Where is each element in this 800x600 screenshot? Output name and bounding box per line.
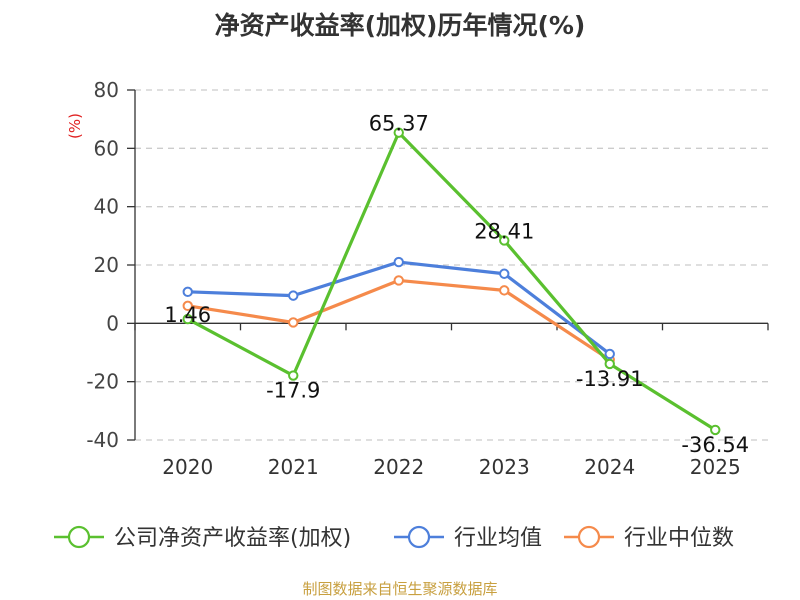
x-tick-label: 2020 [162,455,213,479]
legend-label: 行业中位数 [624,526,734,551]
data-point [393,275,404,286]
data-point [288,290,299,301]
data-label: 1.46 [164,303,211,327]
x-tick-label: 2022 [373,455,424,479]
data-label: -36.54 [681,433,749,457]
data-point [499,285,510,296]
y-tick-label: 80 [94,78,119,102]
data-point [182,286,193,298]
y-tick-label: 0 [106,311,119,335]
legend-label: 公司净资产收益率(加权) [114,526,351,551]
data-label: -13.91 [576,367,644,391]
data-point [182,313,193,325]
legend-marker [577,525,601,549]
x-tick-label: 2023 [479,455,530,479]
y-tick-label: 20 [94,253,119,277]
series-line [187,278,611,362]
data-point [182,300,193,312]
legend-label: 行业均值 [454,526,542,551]
data-point [499,268,510,279]
source-note: 制图数据来自恒生聚源数据库 [302,580,498,598]
data-label: -17.9 [266,379,320,403]
x-tick-label: 2021 [268,455,319,479]
x-tick-label: 2024 [584,455,635,479]
data-point [604,348,615,360]
data-point [288,370,299,381]
x-tick-label: 2025 [690,455,741,479]
y-tick-label: -20 [86,370,119,394]
y-tick-label: -40 [86,428,119,452]
series-line [186,131,717,432]
y-tick-label: 40 [94,195,119,219]
data-point [393,256,404,268]
chart-title: 净资产收益率(加权)历年情况(%) [214,11,586,40]
data-label: 28.41 [474,219,534,243]
y-tick-label: 60 [94,136,119,160]
data-point [604,358,615,370]
legend-marker [407,525,431,549]
y-axis-label: (%) [66,113,84,139]
data-point [393,127,404,138]
data-point [288,317,299,328]
data-label: 65.37 [369,112,429,136]
data-point [710,424,721,436]
data-point [499,235,510,246]
legend-marker [67,525,91,549]
